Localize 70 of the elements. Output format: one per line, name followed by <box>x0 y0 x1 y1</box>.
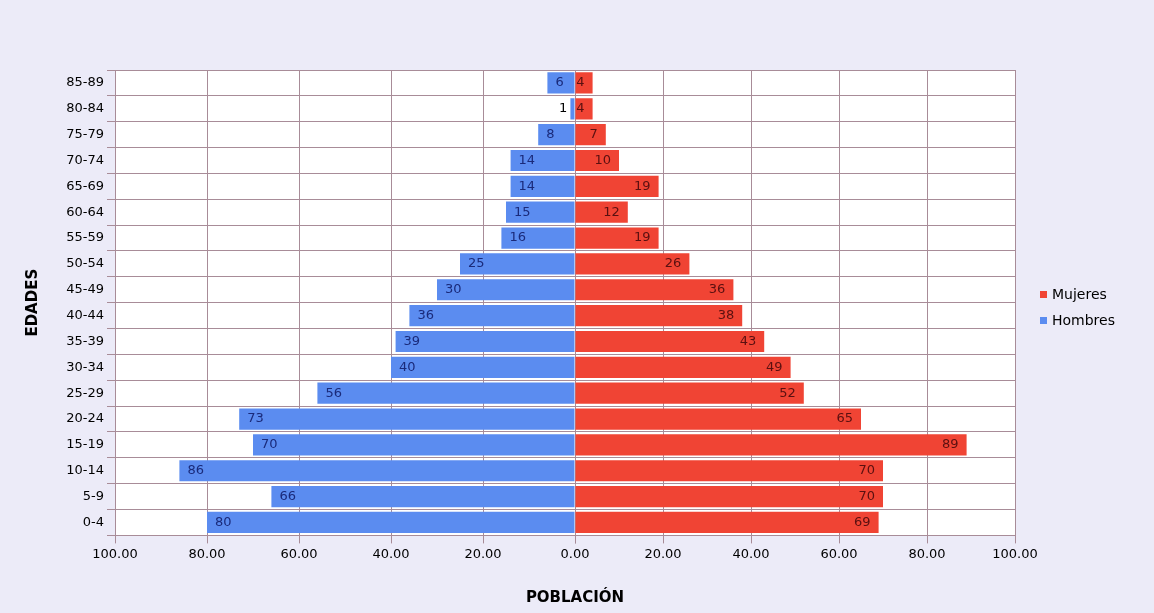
x-tick-label: 100.00 <box>92 545 138 561</box>
y-tick-label: 80-84 <box>66 100 104 116</box>
legend-label: Hombres <box>1052 312 1115 328</box>
y-tick-label: 15-19 <box>66 436 104 452</box>
y-tick-label: 55-59 <box>66 229 104 245</box>
data-label: 66 <box>279 487 296 503</box>
y-tick-label: 60-64 <box>66 203 104 219</box>
data-label: 10 <box>594 151 611 167</box>
data-label: 15 <box>514 203 531 219</box>
legend-label: Mujeres <box>1052 286 1107 302</box>
data-label: 70 <box>261 436 278 452</box>
data-label: 4 <box>576 74 585 90</box>
y-tick-label: 70-74 <box>66 151 104 167</box>
data-label: 49 <box>766 358 783 374</box>
y-axis-title: EDADES <box>22 268 41 337</box>
y-tick-label: 35-39 <box>66 332 104 348</box>
data-label: 26 <box>664 255 682 271</box>
data-label: 73 <box>247 410 264 426</box>
data-label: 1 <box>559 100 568 116</box>
data-label: 7 <box>589 126 598 142</box>
data-label: 56 <box>325 384 342 400</box>
data-label: 12 <box>603 203 620 219</box>
data-label: 8 <box>546 126 555 142</box>
bar <box>570 98 575 120</box>
data-label: 19 <box>634 229 651 245</box>
y-tick-label: 85-89 <box>66 74 104 90</box>
y-tick-label: 75-79 <box>66 126 104 142</box>
data-label: 30 <box>445 281 462 297</box>
y-tick-label: 30-34 <box>66 358 104 374</box>
data-label: 52 <box>779 384 796 400</box>
x-tick-label: 80.00 <box>188 545 226 561</box>
x-tick-label: 40.00 <box>372 545 410 561</box>
data-label: 89 <box>942 436 959 452</box>
x-axis-title: POBLACIÓN <box>524 588 626 606</box>
data-label: 16 <box>509 229 526 245</box>
y-tick-label: 65-69 <box>66 177 104 193</box>
data-label: 70 <box>858 462 875 478</box>
y-tick-label: 25-29 <box>66 384 104 400</box>
x-tick-label: 0.00 <box>560 545 590 561</box>
data-label: 86 <box>187 462 204 478</box>
x-tick-label: 60.00 <box>280 545 318 561</box>
y-tick-label: 20-24 <box>66 410 104 426</box>
y-tick-label: 50-54 <box>66 255 104 271</box>
x-tick-label: 20.00 <box>644 545 682 561</box>
y-tick-label: 5-9 <box>82 487 104 503</box>
x-tick-label: 20.00 <box>464 545 502 561</box>
data-label: 38 <box>717 307 735 322</box>
y-tick-label: 45-49 <box>66 281 104 297</box>
data-label: 43 <box>739 332 757 348</box>
x-tick-label: 80.00 <box>908 545 946 561</box>
data-label: 65 <box>836 410 853 426</box>
data-label: 4 <box>576 100 585 116</box>
data-label: 80 <box>215 513 232 529</box>
data-label: 69 <box>854 513 871 529</box>
x-tick-label: 100.00 <box>992 545 1038 561</box>
data-label: 40 <box>399 358 416 374</box>
data-label: 39 <box>403 332 421 348</box>
y-tick-label: 40-44 <box>66 307 104 322</box>
data-label: 6 <box>555 74 564 90</box>
data-label: 14 <box>518 151 536 167</box>
data-label: 19 <box>634 177 651 193</box>
y-tick-label: 0-4 <box>82 513 104 529</box>
data-label: 36 <box>417 307 434 322</box>
data-label: 70 <box>858 487 875 503</box>
data-label: 36 <box>708 281 726 297</box>
x-tick-label: 40.00 <box>732 545 770 561</box>
data-label: 14 <box>518 177 536 193</box>
x-tick-label: 60.00 <box>820 545 858 561</box>
data-label: 25 <box>468 255 485 271</box>
y-tick-label: 10-14 <box>66 462 104 478</box>
